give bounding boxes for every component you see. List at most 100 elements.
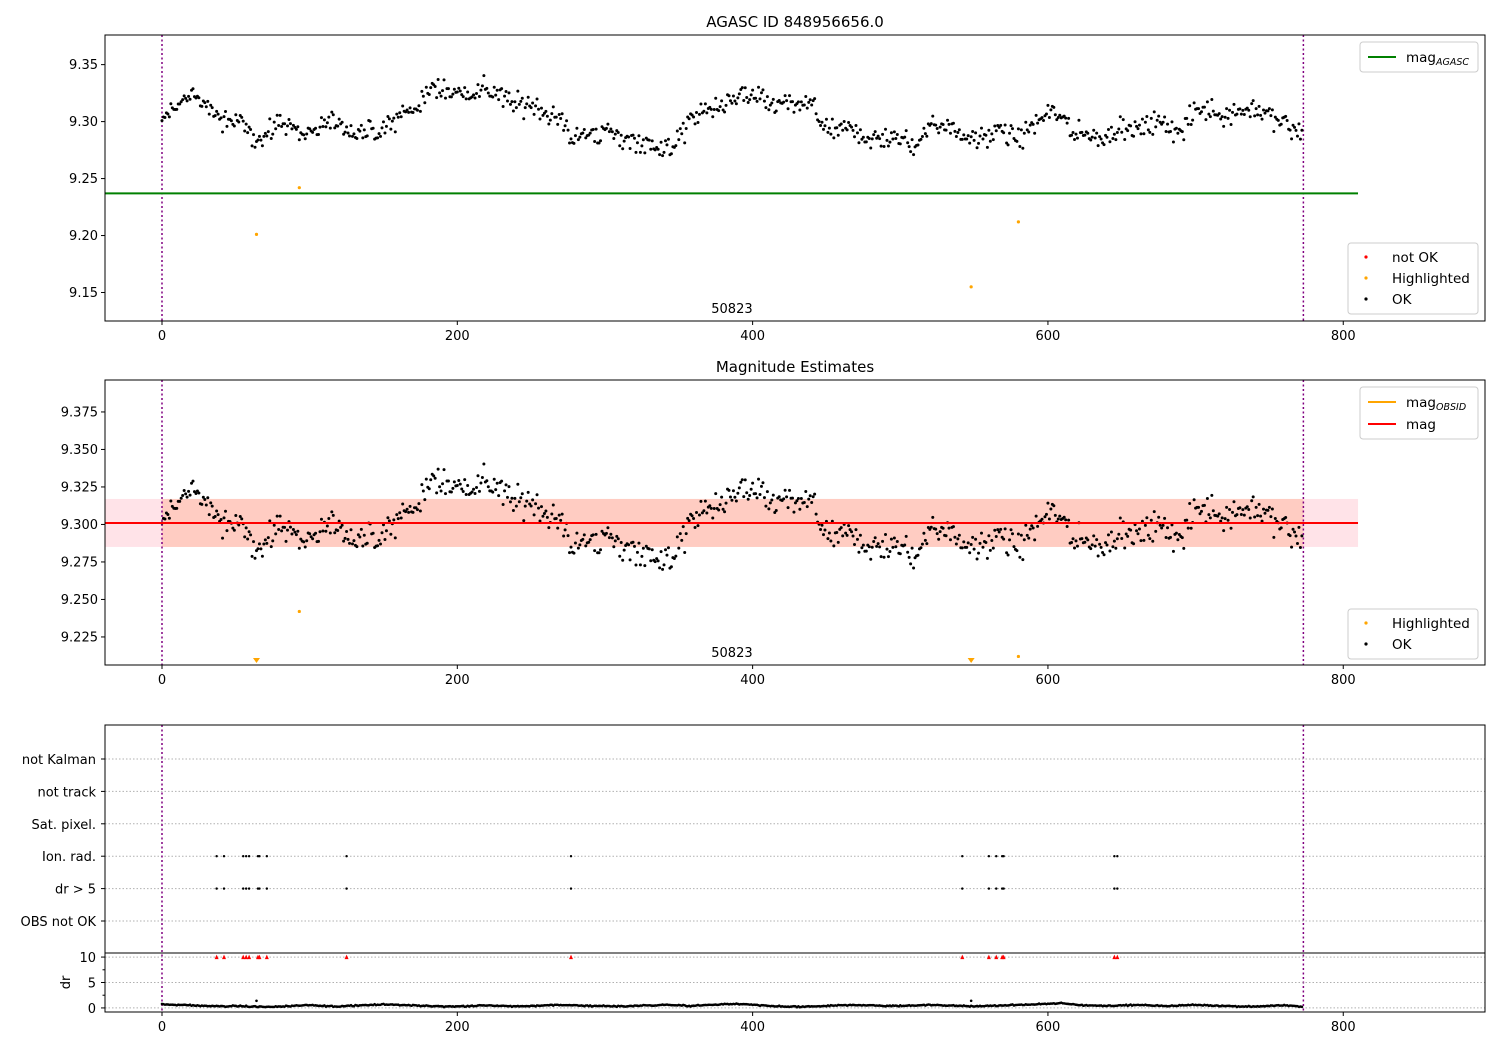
- flag-point: [995, 855, 998, 858]
- ok-point: [1018, 145, 1022, 149]
- ok-point: [1139, 132, 1143, 136]
- ok-point: [597, 551, 601, 555]
- flag-point: [961, 855, 964, 858]
- ok-point: [821, 533, 825, 537]
- ok-point: [328, 126, 332, 130]
- ok-point: [790, 100, 794, 104]
- ok-point: [864, 140, 868, 144]
- ok-point: [972, 138, 976, 142]
- ok-point: [979, 531, 983, 535]
- ok-point: [1111, 137, 1115, 141]
- ok-point: [962, 540, 966, 544]
- ok-point: [637, 134, 641, 138]
- ok-point: [1095, 131, 1099, 135]
- ok-point: [662, 150, 666, 154]
- ok-point: [903, 135, 907, 139]
- dr-point: [969, 999, 973, 1003]
- ok-point: [888, 140, 892, 144]
- y-tick-label: 9.225: [61, 630, 98, 645]
- ok-point: [757, 477, 761, 481]
- ok-point: [269, 136, 273, 140]
- ok-point: [904, 534, 908, 538]
- ok-point: [1250, 499, 1254, 503]
- ok-point: [503, 489, 507, 493]
- flag-point: [258, 887, 261, 890]
- ok-point: [286, 528, 290, 532]
- ok-point: [850, 530, 854, 534]
- ok-point: [615, 534, 619, 538]
- ok-point: [1189, 526, 1193, 530]
- ok-point: [349, 528, 353, 532]
- ok-point: [1095, 538, 1099, 542]
- ok-point: [417, 502, 421, 506]
- ok-point: [1040, 517, 1044, 521]
- ok-point: [808, 98, 812, 102]
- ok-point: [712, 107, 716, 111]
- ok-point: [365, 541, 369, 545]
- ok-point: [350, 134, 354, 138]
- ok-point: [181, 494, 185, 498]
- ok-point: [1293, 530, 1297, 534]
- ok-point: [819, 123, 823, 127]
- ok-point: [1290, 545, 1294, 549]
- ok-point: [246, 131, 250, 135]
- ok-point: [539, 106, 543, 110]
- ok-point: [441, 89, 445, 93]
- ok-point: [1248, 516, 1252, 520]
- ok-point: [275, 514, 279, 518]
- highlighted-point: [1016, 654, 1021, 659]
- ok-point: [423, 101, 427, 105]
- ok-point: [678, 127, 682, 131]
- ok-point: [389, 127, 393, 131]
- ok-point: [1009, 124, 1013, 128]
- ok-point: [912, 153, 916, 157]
- ok-point: [672, 556, 676, 560]
- dr-clipped-marker: [344, 954, 349, 960]
- ok-point: [1160, 526, 1164, 530]
- ok-point: [632, 136, 636, 140]
- ok-point: [754, 96, 758, 100]
- y-tick-label: 9.375: [61, 405, 98, 420]
- ok-point: [650, 548, 654, 552]
- ok-point: [203, 101, 207, 105]
- ok-point: [240, 517, 244, 521]
- ok-point: [260, 554, 264, 558]
- ok-point: [674, 144, 678, 148]
- ok-point: [1058, 113, 1062, 117]
- ok-point: [241, 119, 245, 123]
- ok-point: [770, 498, 774, 502]
- ok-point: [960, 546, 964, 550]
- ok-point: [318, 125, 322, 129]
- ok-point: [1297, 122, 1301, 126]
- ok-point: [216, 513, 220, 517]
- ok-point: [948, 131, 952, 135]
- ok-point: [823, 124, 827, 128]
- ok-point: [827, 531, 831, 535]
- ok-point: [507, 485, 511, 489]
- flag-point: [345, 855, 348, 858]
- ok-point: [835, 530, 839, 534]
- ok-point: [709, 107, 713, 111]
- ok-point: [223, 110, 227, 114]
- ok-point: [1108, 140, 1112, 144]
- ok-point: [938, 530, 942, 534]
- ok-point: [909, 562, 913, 566]
- ok-point: [1117, 532, 1121, 536]
- ok-point: [593, 140, 597, 144]
- ok-point: [746, 497, 750, 501]
- ok-point: [974, 537, 978, 541]
- ok-point: [278, 514, 282, 518]
- ok-point: [288, 525, 292, 529]
- ok-point: [588, 131, 592, 135]
- ok-point: [435, 491, 439, 495]
- ok-point: [1047, 115, 1051, 119]
- ok-point: [269, 545, 273, 549]
- ok-point: [337, 519, 341, 523]
- ok-point: [931, 114, 935, 118]
- ok-point: [1229, 526, 1233, 530]
- ok-point: [658, 153, 662, 157]
- ok-point: [1104, 541, 1108, 545]
- ok-point: [798, 108, 802, 112]
- ok-point: [1223, 517, 1227, 521]
- ok-point: [600, 529, 604, 533]
